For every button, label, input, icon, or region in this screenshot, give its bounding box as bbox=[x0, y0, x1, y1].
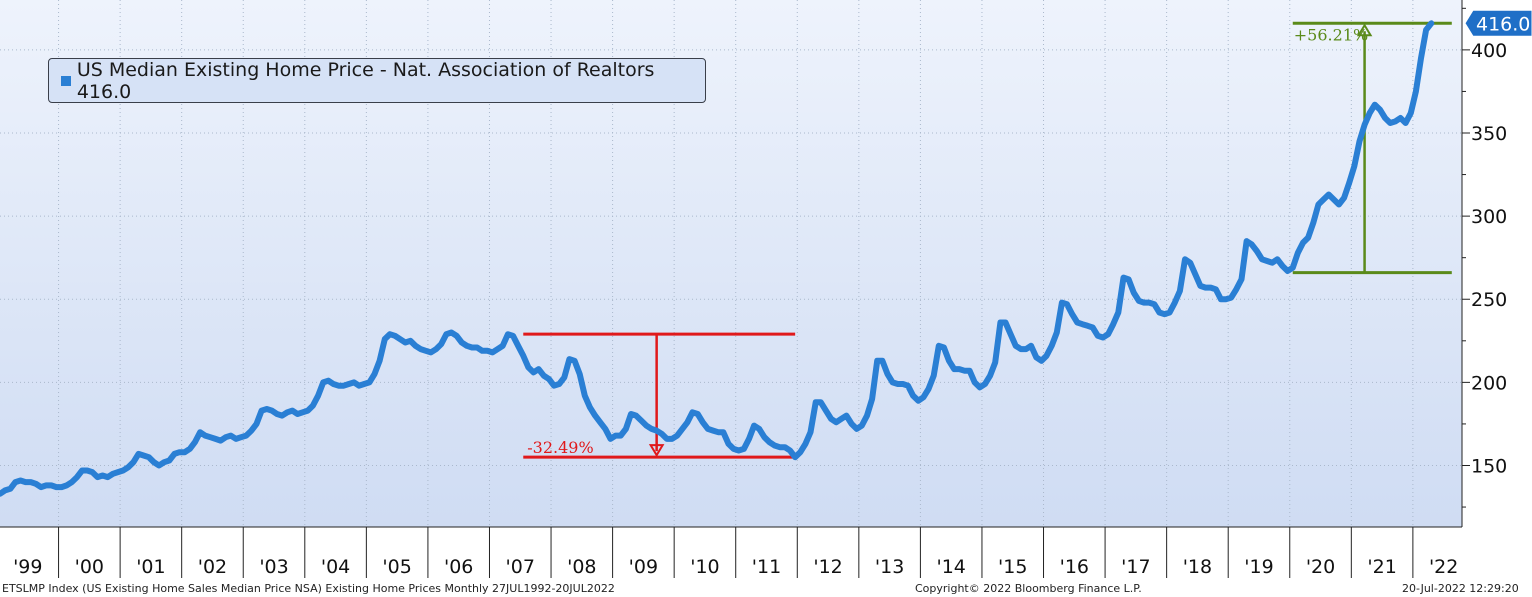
legend: US Median Existing Home Price - Nat. Ass… bbox=[48, 58, 706, 103]
decline-label: -32.49% bbox=[527, 438, 593, 457]
x-tick-label: '18 bbox=[1183, 556, 1212, 578]
x-tick-label: '11 bbox=[752, 556, 781, 578]
x-tick-label: '02 bbox=[198, 556, 227, 578]
footer-timestamp: 20-Jul-2022 12:29:20 bbox=[1402, 582, 1519, 595]
x-tick-label: '20 bbox=[1306, 556, 1335, 578]
x-tick-label: '06 bbox=[444, 556, 473, 578]
x-tick-label: '01 bbox=[136, 556, 165, 578]
series-layer bbox=[0, 20, 1435, 497]
x-tick-label: '15 bbox=[998, 556, 1027, 578]
x-tick-label: '13 bbox=[875, 556, 904, 578]
x-tick-label: '12 bbox=[813, 556, 842, 578]
x-tick-label: '10 bbox=[690, 556, 719, 578]
x-tick-label: '21 bbox=[1367, 556, 1396, 578]
y-tick-label: 400 bbox=[1471, 40, 1507, 62]
legend-label: US Median Existing Home Price - Nat. Ass… bbox=[76, 58, 655, 103]
y-tick-label: 300 bbox=[1471, 206, 1507, 228]
rise-label: +56.21% bbox=[1294, 25, 1368, 44]
annotations: -32.49% +56.21% bbox=[523, 21, 1452, 459]
last-value-label: 416.0 bbox=[1476, 13, 1530, 35]
x-tick-label: '05 bbox=[382, 556, 411, 578]
x-tick-label: '00 bbox=[75, 556, 104, 578]
y-tick-label: 350 bbox=[1471, 123, 1507, 145]
decline-arrow-head bbox=[648, 444, 665, 458]
y-tick-label: 150 bbox=[1471, 455, 1507, 477]
footer-source: ETSLMP Index (US Existing Home Sales Med… bbox=[2, 582, 615, 595]
footer-copyright: Copyright© 2022 Bloomberg Finance L.P. bbox=[915, 582, 1142, 595]
rise-arrow-head bbox=[1356, 23, 1373, 37]
x-tick-label: '16 bbox=[1060, 556, 1089, 578]
x-tick-label: '14 bbox=[936, 556, 965, 578]
x-axis: '99 '00 '01 '02 '03 '04 '05 '06 '07 '08 '09 '10 '11 '… bbox=[0, 526, 1462, 578]
last-value-tag bbox=[1464, 9, 1532, 37]
x-tick-label: '22 bbox=[1429, 556, 1458, 578]
series-line bbox=[0, 20, 1435, 497]
x-tick-label: '19 bbox=[1244, 556, 1273, 578]
x-tick-label: '09 bbox=[629, 556, 658, 578]
x-tick-label: '17 bbox=[1121, 556, 1150, 578]
y-tick-label: 200 bbox=[1471, 372, 1507, 394]
legend-swatch bbox=[61, 75, 71, 86]
x-tick-label: '04 bbox=[321, 556, 350, 578]
y-tick-label: 250 bbox=[1471, 289, 1507, 311]
x-tick-label: '99 bbox=[13, 556, 42, 578]
x-tick-label: '07 bbox=[506, 556, 535, 578]
x-tick-label: '08 bbox=[567, 556, 596, 578]
x-tick-label: '03 bbox=[259, 556, 288, 578]
y-axis: 150 200 250 300 350 400 416.0 bbox=[1461, 0, 1532, 527]
